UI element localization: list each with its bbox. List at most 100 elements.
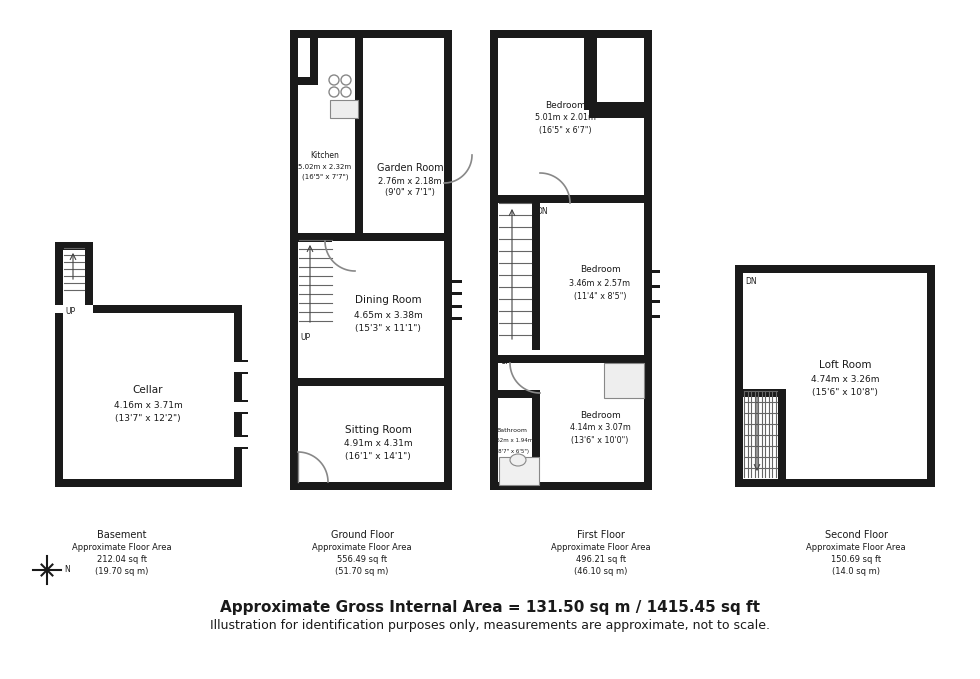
Bar bbox=[444, 305, 462, 308]
Bar bbox=[234, 412, 248, 414]
Bar bbox=[644, 30, 652, 110]
Text: 2.76m x 2.18m: 2.76m x 2.18m bbox=[378, 177, 442, 185]
Bar bbox=[385, 30, 395, 38]
Bar bbox=[290, 233, 452, 241]
Bar bbox=[85, 242, 93, 305]
Bar bbox=[490, 482, 652, 490]
Text: Approximate Floor Area: Approximate Floor Area bbox=[313, 543, 412, 552]
Bar bbox=[490, 195, 652, 203]
Bar bbox=[584, 30, 652, 110]
Bar bbox=[735, 265, 935, 487]
Bar bbox=[927, 265, 935, 487]
Text: (16'5" x 6'7"): (16'5" x 6'7") bbox=[539, 126, 591, 134]
Bar bbox=[234, 372, 248, 374]
Text: 2.62m x 1.94m: 2.62m x 1.94m bbox=[491, 439, 533, 443]
Bar bbox=[584, 102, 644, 110]
Bar bbox=[355, 30, 363, 233]
Text: (15'3" x 11'1"): (15'3" x 11'1") bbox=[355, 323, 421, 333]
Bar bbox=[55, 242, 93, 250]
Text: (13'6" x 10'0"): (13'6" x 10'0") bbox=[571, 437, 629, 445]
Bar bbox=[499, 457, 539, 485]
Bar bbox=[735, 265, 935, 273]
Text: Loft Room: Loft Room bbox=[818, 360, 871, 370]
Bar bbox=[234, 435, 248, 449]
Bar bbox=[234, 400, 248, 402]
Bar bbox=[290, 238, 332, 242]
Bar bbox=[444, 30, 452, 490]
Bar bbox=[584, 30, 592, 110]
Bar bbox=[444, 317, 462, 320]
Text: (14.0 sq m): (14.0 sq m) bbox=[832, 567, 880, 576]
Bar bbox=[644, 300, 660, 318]
Text: 4.91m x 4.31m: 4.91m x 4.31m bbox=[344, 439, 413, 449]
Text: Dining Room: Dining Room bbox=[355, 295, 421, 305]
Text: 4.14m x 3.07m: 4.14m x 3.07m bbox=[569, 424, 630, 433]
Bar bbox=[234, 447, 248, 449]
Bar bbox=[55, 242, 63, 305]
Bar bbox=[644, 300, 660, 303]
Text: (19.70 sq m): (19.70 sq m) bbox=[95, 567, 149, 576]
Text: Garden Room: Garden Room bbox=[376, 163, 443, 173]
Text: N: N bbox=[64, 564, 70, 574]
Bar bbox=[498, 195, 540, 199]
Text: Ground Floor: Ground Floor bbox=[330, 530, 394, 540]
Bar bbox=[290, 482, 452, 490]
Bar bbox=[589, 110, 644, 118]
Text: (16'5" x 7'7"): (16'5" x 7'7") bbox=[302, 174, 348, 180]
Text: Bedroom: Bedroom bbox=[579, 411, 620, 420]
Bar bbox=[735, 479, 935, 487]
Text: Basement: Basement bbox=[97, 530, 147, 540]
Text: 5.01m x 2.01m: 5.01m x 2.01m bbox=[534, 113, 596, 122]
Bar bbox=[444, 280, 462, 283]
Bar bbox=[490, 30, 498, 490]
Bar bbox=[290, 378, 452, 386]
Text: Second Floor: Second Floor bbox=[824, 530, 888, 540]
Text: UP: UP bbox=[500, 357, 511, 366]
Text: Cellar: Cellar bbox=[132, 385, 164, 395]
Text: Approximate Gross Internal Area = 131.50 sq m / 1415.45 sq ft: Approximate Gross Internal Area = 131.50… bbox=[220, 600, 760, 615]
Text: (15'6" x 10'8"): (15'6" x 10'8") bbox=[812, 388, 878, 397]
Text: Sitting Room: Sitting Room bbox=[345, 425, 412, 435]
Bar bbox=[490, 30, 652, 490]
Text: 4.74m x 3.26m: 4.74m x 3.26m bbox=[810, 375, 879, 384]
Bar bbox=[234, 400, 248, 414]
Text: DN: DN bbox=[745, 277, 757, 286]
Text: 212.04 sq ft: 212.04 sq ft bbox=[97, 555, 147, 564]
Bar bbox=[55, 242, 93, 487]
Text: (46.10 sq m): (46.10 sq m) bbox=[574, 567, 627, 576]
Bar bbox=[55, 313, 63, 487]
Bar bbox=[444, 280, 462, 295]
Text: 5.02m x 2.32m: 5.02m x 2.32m bbox=[299, 164, 352, 170]
Text: Approximate Floor Area: Approximate Floor Area bbox=[807, 543, 906, 552]
Text: Approximate Floor Area: Approximate Floor Area bbox=[73, 543, 172, 552]
Bar bbox=[315, 30, 395, 38]
Bar bbox=[55, 479, 242, 487]
Bar bbox=[532, 390, 540, 490]
Bar bbox=[490, 30, 652, 38]
Bar bbox=[644, 315, 660, 318]
Text: First Floor: First Floor bbox=[577, 530, 625, 540]
Bar bbox=[310, 30, 318, 85]
Bar bbox=[644, 30, 652, 490]
Bar bbox=[290, 30, 318, 85]
Ellipse shape bbox=[510, 454, 526, 466]
Bar bbox=[644, 270, 660, 288]
Text: UP: UP bbox=[65, 307, 75, 316]
Bar bbox=[330, 100, 358, 118]
Bar bbox=[735, 265, 743, 487]
Text: (51.70 sq m): (51.70 sq m) bbox=[335, 567, 389, 576]
Bar bbox=[93, 305, 242, 313]
Text: 150.69 sq ft: 150.69 sq ft bbox=[831, 555, 881, 564]
Bar bbox=[505, 30, 565, 38]
Text: Bedroom: Bedroom bbox=[545, 100, 585, 109]
Text: (13'7" x 12'2"): (13'7" x 12'2") bbox=[116, 414, 181, 424]
Bar bbox=[234, 360, 248, 362]
Bar bbox=[597, 30, 644, 110]
Bar bbox=[234, 435, 248, 437]
Text: (9'0" x 7'1"): (9'0" x 7'1") bbox=[385, 189, 435, 198]
Bar bbox=[290, 30, 298, 490]
Bar bbox=[330, 100, 358, 118]
Bar bbox=[505, 30, 515, 38]
Bar bbox=[290, 30, 452, 38]
Text: 556.49 sq ft: 556.49 sq ft bbox=[337, 555, 387, 564]
